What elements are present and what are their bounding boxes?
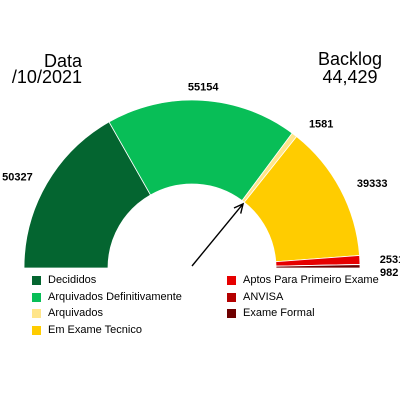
legend-swatch xyxy=(227,308,236,318)
gauge-slice-decididos xyxy=(23,121,152,269)
legend-item: ANVISA xyxy=(227,291,283,303)
needle-arrowhead xyxy=(233,202,245,214)
slice-value-label: 1581 xyxy=(309,119,333,131)
legend-swatch xyxy=(32,325,41,335)
legend-item: Arquivados Definitivamente xyxy=(32,291,182,303)
slice-value-label: 39333 xyxy=(357,178,388,190)
legend-item: Arquivados xyxy=(32,307,103,319)
backlog-title: Backlog xyxy=(317,49,383,69)
gauge-slice-exame-formal xyxy=(275,264,361,269)
legend-swatch xyxy=(32,292,41,302)
legend-item: Aptos Para Primeiro Exame xyxy=(227,274,379,286)
chart-legend: Decididos Arquivados Definitivamente Arqui… xyxy=(0,270,400,340)
legend-item: Decididos xyxy=(32,274,96,286)
backlog-value: 44,429 xyxy=(322,67,378,87)
legend-label: Arquivados xyxy=(48,307,104,319)
legend-label: ANVISA xyxy=(243,291,284,303)
gauge-slice-arquivados-definitivamente xyxy=(108,99,293,202)
legend-swatch xyxy=(227,292,236,302)
slice-value-label: 2531 xyxy=(380,254,400,266)
slice-value-label: 55154 xyxy=(188,81,219,93)
gauge-value-labels: 50327 55154 1581 39333 2531982 xyxy=(2,81,400,279)
needle-line xyxy=(191,203,244,267)
slice-value-label: 50327 xyxy=(2,171,33,183)
date-value: /10/2021 xyxy=(11,67,82,87)
legend-label: Decididos xyxy=(48,274,97,286)
legend-swatch xyxy=(32,308,41,318)
legend-label: Arquivados Definitivamente xyxy=(48,291,182,303)
legend-label: Em Exame Tecnico xyxy=(48,324,142,336)
gauge-slices xyxy=(23,99,361,269)
legend-swatch xyxy=(32,275,41,285)
slice-value-label: 982 xyxy=(380,267,398,279)
legend-item: Exame Formal xyxy=(227,307,315,319)
legend-swatch xyxy=(227,275,236,285)
legend-label: Exame Formal xyxy=(243,307,315,319)
legend-label: Aptos Para Primeiro Exame xyxy=(243,274,379,286)
date-title: Data xyxy=(43,51,82,71)
gauge-needle xyxy=(191,202,245,267)
legend-item: Em Exame Tecnico xyxy=(32,324,142,336)
